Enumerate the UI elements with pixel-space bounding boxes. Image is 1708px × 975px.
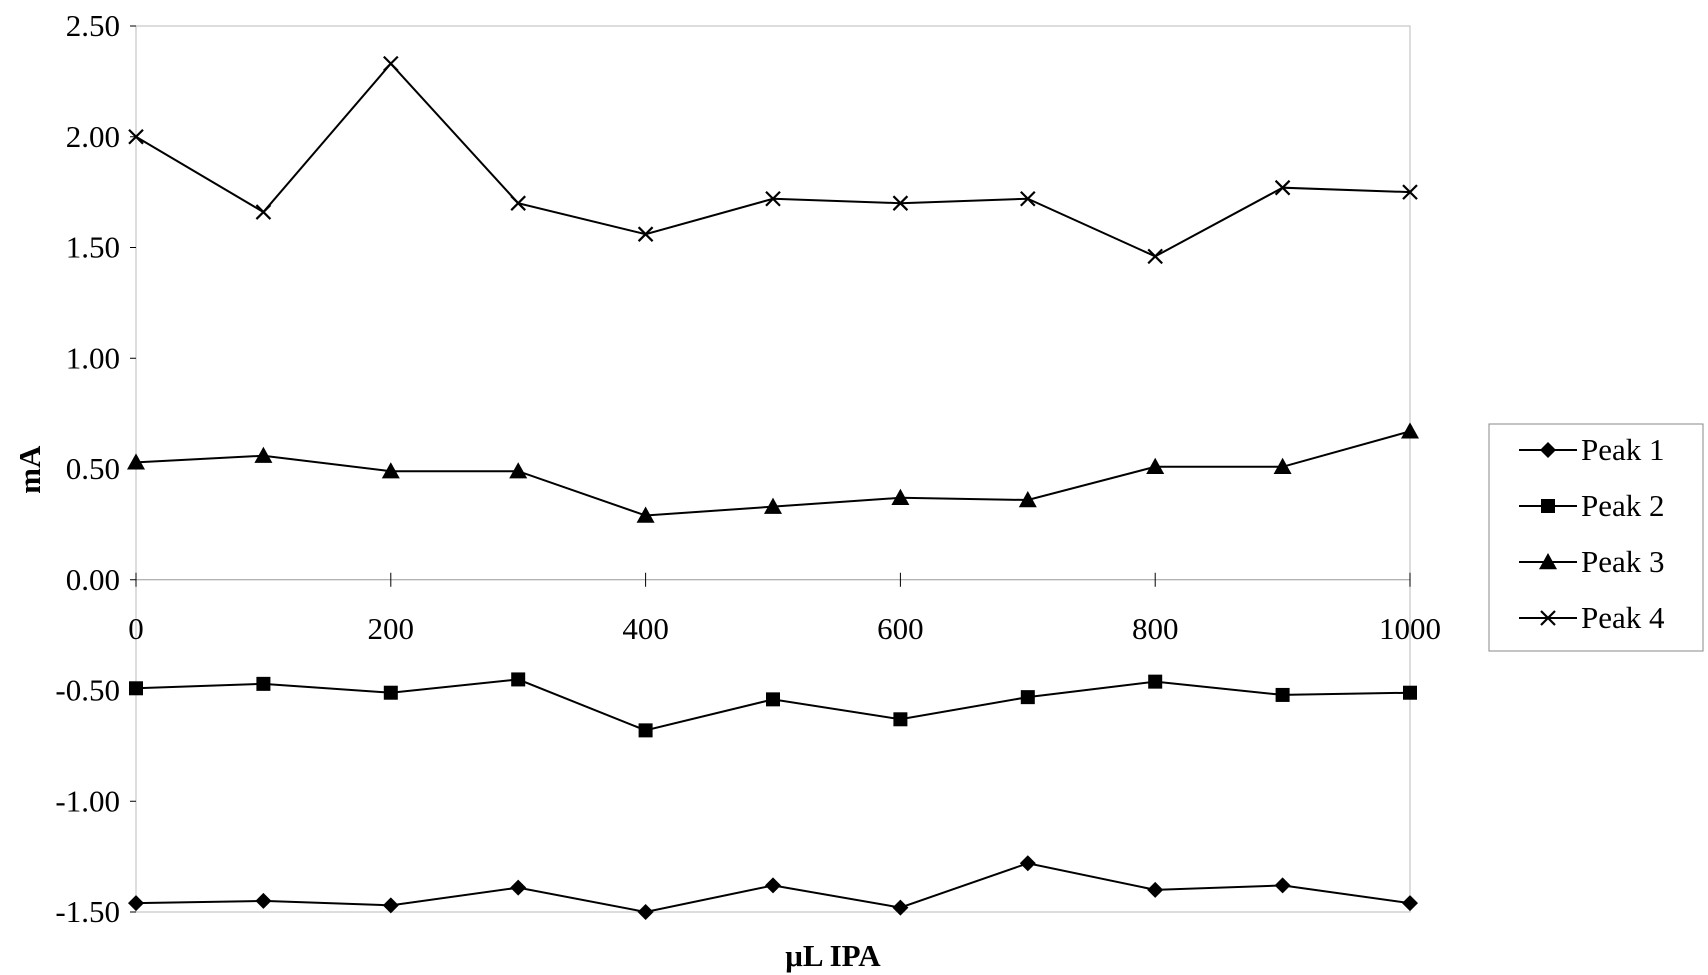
peak-2-point (638, 723, 653, 738)
peak-3-point (1146, 457, 1165, 474)
x-tick-label: 800 (1132, 611, 1179, 646)
y-tick-label: 0.00 (66, 562, 120, 597)
x-axis: 0 200 400 600 800 1000 (128, 572, 1441, 646)
peak-3-point (509, 462, 528, 479)
peak-3-point (127, 453, 145, 470)
legend-box (1488, 423, 1704, 652)
peak-1-point (892, 899, 909, 916)
y-axis-title: mA (12, 445, 47, 494)
legend-marker (1541, 499, 1555, 513)
y-tick-label: -0.50 (55, 673, 120, 708)
plot-area (135, 25, 1411, 913)
series-peak-1 (128, 855, 1418, 920)
peak-3-point (764, 497, 782, 514)
peak-4-point (1020, 190, 1036, 207)
legend-label: Peak 3 (1581, 544, 1665, 579)
y-axis: 2.50 2.00 1.50 1.00 0.50 0.00 -0.50 -1.00 -1.50 (55, 8, 136, 929)
peak-3-point (381, 462, 400, 479)
peak-2-point (1275, 687, 1290, 702)
series-peak-4 (128, 55, 1418, 265)
peak-4-point (765, 190, 781, 207)
peak-4-point (510, 195, 526, 211)
x-axis-title: μL IPA (785, 938, 881, 973)
peak-2-point (256, 676, 271, 691)
peak-4-point (128, 128, 144, 145)
peak-3-point (636, 506, 655, 523)
peak-1-point (1019, 855, 1036, 872)
legend-marker (1540, 442, 1556, 458)
x-tick-label: 600 (877, 611, 924, 646)
y-tick-label: 2.50 (66, 8, 120, 43)
peak-4-point (892, 195, 909, 211)
peak-4-point (1402, 184, 1418, 200)
peak-4-point (1147, 248, 1163, 265)
legend-item: Peak 1 (1519, 432, 1665, 467)
peak-1-point (1274, 877, 1291, 894)
peak-1-point (255, 892, 272, 909)
legend-label: Peak 2 (1581, 488, 1665, 523)
peak-1-point (637, 904, 654, 920)
peak-1-point (128, 895, 144, 912)
legend-item: Peak 2 (1519, 488, 1665, 523)
peak-3-point (1273, 457, 1292, 474)
peak-2-point (383, 685, 398, 700)
peak-4-point (1274, 179, 1291, 196)
x-tick-label: 0 (128, 611, 144, 646)
peak-4-point (255, 204, 272, 220)
legend-item: Peak 3 (1519, 544, 1665, 579)
peak-1-point (1402, 895, 1418, 912)
peak-1-point (382, 897, 399, 914)
peak-4-point (637, 226, 654, 242)
peak-2-point (893, 712, 908, 727)
y-tick-label: -1.50 (55, 894, 120, 929)
y-tick-label: 1.00 (66, 340, 120, 375)
peak-3-point (1018, 491, 1037, 508)
series-peak-2 (129, 672, 1417, 738)
peak-3-point (891, 488, 910, 505)
x-tick-label: 400 (622, 611, 669, 646)
legend: Peak 1 Peak 2 Peak 3 Peak 4 (1488, 423, 1704, 652)
peak-2-point (1148, 674, 1163, 689)
y-tick-label: -1.00 (55, 783, 120, 818)
y-tick-label: 0.50 (66, 451, 120, 486)
peak-2-point (1403, 685, 1417, 700)
peak-1-point (1147, 881, 1164, 898)
legend-label: Peak 1 (1581, 432, 1665, 467)
peak-2-point (766, 692, 780, 707)
plot-border (135, 25, 1411, 913)
y-tick-label: 1.50 (66, 230, 120, 265)
legend-marker (1539, 553, 1557, 570)
peak-2-point (511, 672, 526, 687)
peak-3-point (254, 446, 273, 463)
x-tick-label: 200 (368, 611, 415, 646)
peak-4-point (383, 55, 399, 72)
legend-marker (1540, 610, 1556, 626)
series-layer (127, 55, 1419, 920)
legend-label: Peak 4 (1581, 600, 1665, 635)
peak-3-point (1401, 422, 1419, 439)
series-peak-3 (127, 422, 1419, 523)
peak-2-point (1020, 690, 1035, 705)
x-tick-label: 1000 (1379, 611, 1441, 646)
peak-1-point (510, 879, 527, 896)
y-tick-label: 2.00 (66, 119, 120, 154)
peak-2-point (129, 681, 143, 696)
peak-1-point (765, 877, 781, 894)
series-line (135, 62, 1411, 258)
legend-item: Peak 4 (1519, 600, 1665, 635)
